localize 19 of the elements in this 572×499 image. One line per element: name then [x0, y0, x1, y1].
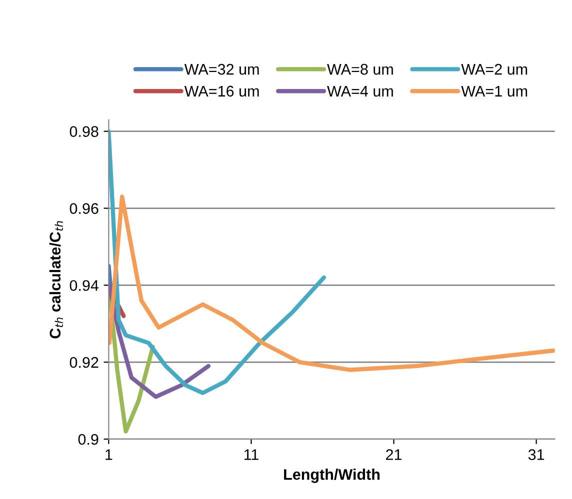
- line-series: [108, 129, 326, 396]
- legend-label: WA=16 um: [184, 86, 259, 97]
- x-tick-label: 21: [386, 449, 402, 460]
- y-tick-label: 0.9: [78, 434, 98, 445]
- legend-label: WA=1 um: [461, 86, 528, 97]
- legend-label: WA=8 um: [327, 64, 393, 75]
- x-axis-title: Length/Width: [284, 468, 380, 483]
- y-tick-label: 0.98: [70, 126, 98, 137]
- x-tick-label: 11: [244, 449, 258, 460]
- legend-label: WA=2 um: [461, 64, 528, 75]
- y-axis-title: C$_{th}$ calculate/C$_{th}$: [49, 221, 63, 338]
- y-tick-label: 0.92: [70, 357, 98, 368]
- legend-label: WA=4 um: [327, 86, 393, 97]
- y-tick-label: 0.96: [70, 203, 98, 214]
- x-tick-label: 31: [528, 449, 544, 460]
- legend-label: WA=32 um: [184, 64, 259, 75]
- line-series: [108, 194, 555, 372]
- y-tick-label: 0.94: [70, 280, 99, 291]
- x-tick-label: 1: [106, 449, 112, 460]
